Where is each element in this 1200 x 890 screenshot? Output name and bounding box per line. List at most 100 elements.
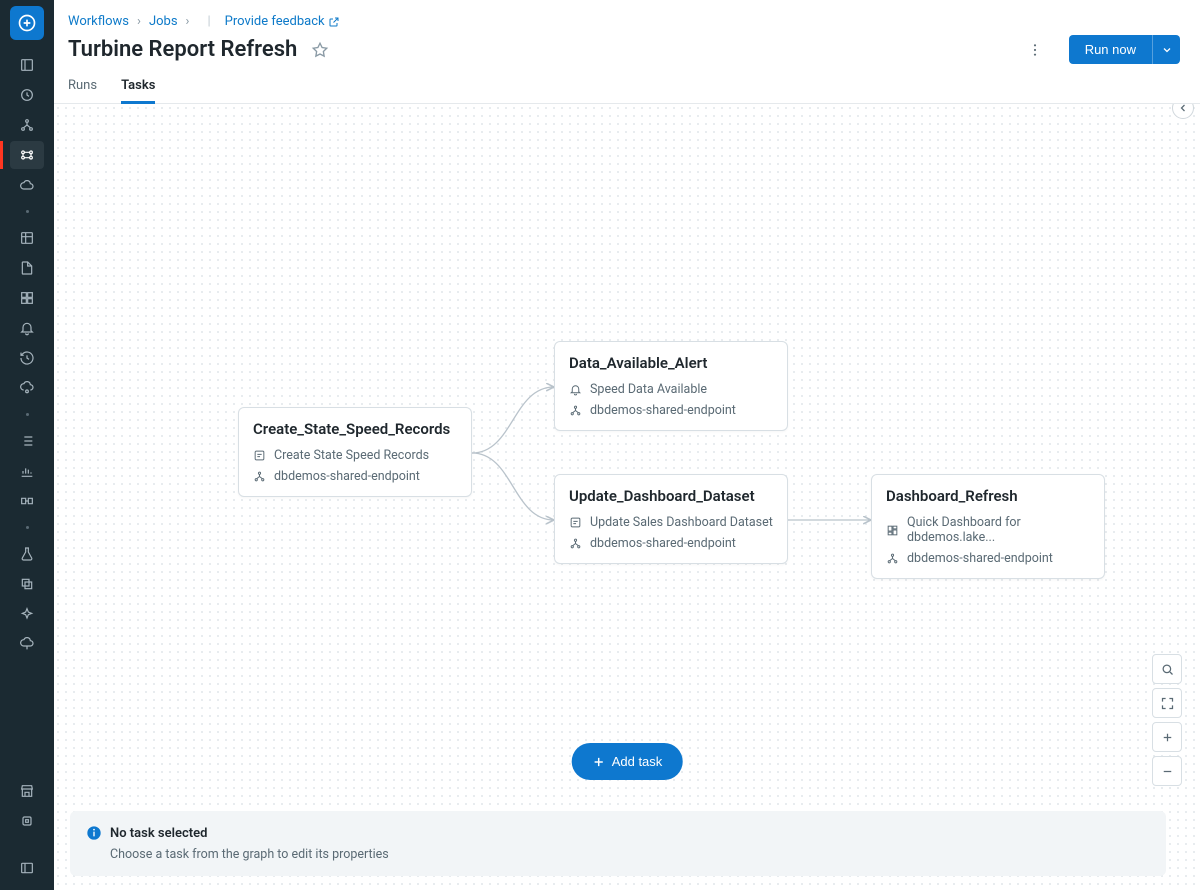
- tabs: Runs Tasks: [54, 64, 1200, 104]
- sidebar-nav-15[interactable]: [10, 540, 44, 568]
- sidebar-nav-8[interactable]: [10, 284, 44, 312]
- chevron-down-icon: [1161, 44, 1173, 56]
- more-vertical-icon: [1027, 42, 1043, 58]
- task-node-update[interactable]: Update_Dashboard_Dataset Update Sales Das…: [554, 474, 788, 564]
- layers-icon: [19, 576, 35, 592]
- node-title: Dashboard_Refresh: [886, 487, 1090, 505]
- plus-icon: [1160, 730, 1175, 745]
- node-subtitle: Update Sales Dashboard Dataset: [569, 515, 773, 530]
- maximize-icon: [1160, 696, 1175, 711]
- file-icon: [19, 260, 35, 276]
- tab-runs[interactable]: Runs: [68, 78, 97, 103]
- title-row: Turbine Report Refresh Run now: [68, 35, 1180, 64]
- tree-icon: [19, 117, 35, 133]
- clock-icon: [19, 87, 35, 103]
- zoom-search-button[interactable]: [1152, 654, 1182, 684]
- node-endpoint: dbdemos-shared-endpoint: [253, 469, 457, 484]
- sidebar-nav-command[interactable]: [10, 807, 44, 835]
- chevron-left-icon: [1177, 104, 1189, 114]
- node-subtitle: Quick Dashboard for dbdemos.lake...: [886, 515, 1090, 545]
- run-button-group: Run now: [1069, 35, 1180, 64]
- history-icon: [19, 350, 35, 366]
- sidebar-nav-workflows[interactable]: [10, 141, 44, 169]
- info-subtitle: Choose a task from the graph to edit its…: [110, 847, 1150, 862]
- info-icon: [86, 825, 102, 841]
- sidebar-nav-6[interactable]: [10, 224, 44, 252]
- plus-circle-icon: [17, 13, 37, 33]
- sidebar-separator: [26, 413, 29, 416]
- zoom-out-button[interactable]: [1152, 756, 1182, 786]
- run-now-button[interactable]: Run now: [1069, 35, 1152, 64]
- sidebar-nav-3[interactable]: [10, 111, 44, 139]
- table-icon: [19, 230, 35, 246]
- info-title-row: No task selected: [86, 825, 1150, 841]
- cloud-share-icon: [19, 636, 35, 652]
- zoom-fit-button[interactable]: [1152, 688, 1182, 718]
- breadcrumb-jobs[interactable]: Jobs: [149, 14, 178, 29]
- sidebar-nav-5[interactable]: [10, 171, 44, 199]
- breadcrumb: Workflows › Jobs › | Provide feedback: [68, 14, 1180, 29]
- chevron-right-icon: ›: [186, 14, 190, 29]
- cloud-cog-icon: [19, 380, 35, 396]
- command-icon: [19, 813, 35, 829]
- node-subtitle: Create State Speed Records: [253, 448, 457, 463]
- store-icon: [19, 783, 35, 799]
- feedback-link[interactable]: Provide feedback: [225, 14, 340, 29]
- pipeline-icon: [19, 493, 35, 509]
- panel-icon: [19, 860, 35, 876]
- sidebar-separator: [26, 526, 29, 529]
- sidebar-add-button[interactable]: [10, 6, 44, 40]
- star-icon: [311, 41, 329, 59]
- more-menu-button[interactable]: [1023, 36, 1047, 64]
- workflow-icon: [19, 147, 35, 163]
- run-dropdown-button[interactable]: [1152, 35, 1180, 64]
- zoom-controls: [1152, 654, 1182, 786]
- book-icon: [19, 57, 35, 73]
- node-endpoint: dbdemos-shared-endpoint: [886, 551, 1090, 566]
- sparkle-icon: [19, 606, 35, 622]
- sidebar-separator: [26, 210, 29, 213]
- sidebar-nav-16[interactable]: [10, 570, 44, 598]
- sidebar-nav-17[interactable]: [10, 600, 44, 628]
- main: Workflows › Jobs › | Provide feedback Tu…: [54, 0, 1200, 890]
- feedback-label: Provide feedback: [225, 14, 325, 29]
- add-task-button[interactable]: Add task: [572, 743, 683, 780]
- node-title: Update_Dashboard_Dataset: [569, 487, 773, 505]
- breadcrumb-workflows[interactable]: Workflows: [68, 14, 129, 29]
- canvas[interactable]: Create_State_Speed_Records Create State S…: [54, 104, 1200, 890]
- sidebar-nav-13[interactable]: [10, 457, 44, 485]
- cloud-icon: [19, 177, 35, 193]
- sidebar-nav-11[interactable]: [10, 374, 44, 402]
- sidebar-nav-7[interactable]: [10, 254, 44, 282]
- minus-icon: [1160, 764, 1175, 779]
- sidebar-nav-2[interactable]: [10, 81, 44, 109]
- chevron-right-icon: ›: [137, 14, 141, 29]
- info-title: No task selected: [110, 826, 207, 841]
- sidebar-nav-9[interactable]: [10, 314, 44, 342]
- plus-icon: [592, 755, 606, 769]
- tab-tasks[interactable]: Tasks: [121, 78, 155, 103]
- sidebar-nav-14[interactable]: [10, 487, 44, 515]
- task-node-refresh[interactable]: Dashboard_Refresh Quick Dashboard for dbd…: [871, 474, 1105, 579]
- zoom-in-button[interactable]: [1152, 722, 1182, 752]
- search-icon: [1160, 662, 1175, 677]
- sidebar-nav-18[interactable]: [10, 630, 44, 658]
- favorite-button[interactable]: [311, 41, 329, 59]
- task-node-create[interactable]: Create_State_Speed_Records Create State S…: [238, 407, 472, 497]
- node-subtitle: Speed Data Available: [569, 382, 773, 397]
- info-panel: No task selected Choose a task from the …: [70, 811, 1166, 876]
- sidebar-nav-store[interactable]: [10, 777, 44, 805]
- node-title: Create_State_Speed_Records: [253, 420, 457, 438]
- breadcrumb-divider: |: [207, 14, 210, 29]
- sidebar-nav-10[interactable]: [10, 344, 44, 372]
- panel-collapse-button[interactable]: [1172, 104, 1194, 119]
- sidebar-nav-collapse[interactable]: [10, 854, 44, 882]
- task-node-alert[interactable]: Data_Available_AlertSpeed Data Available…: [554, 341, 788, 431]
- add-task-label: Add task: [612, 754, 663, 769]
- chart-icon: [19, 463, 35, 479]
- flask-icon: [19, 546, 35, 562]
- sidebar-nav-1[interactable]: [10, 51, 44, 79]
- grid-icon: [19, 290, 35, 306]
- sidebar-nav-12[interactable]: [10, 427, 44, 455]
- sidebar: [0, 0, 54, 890]
